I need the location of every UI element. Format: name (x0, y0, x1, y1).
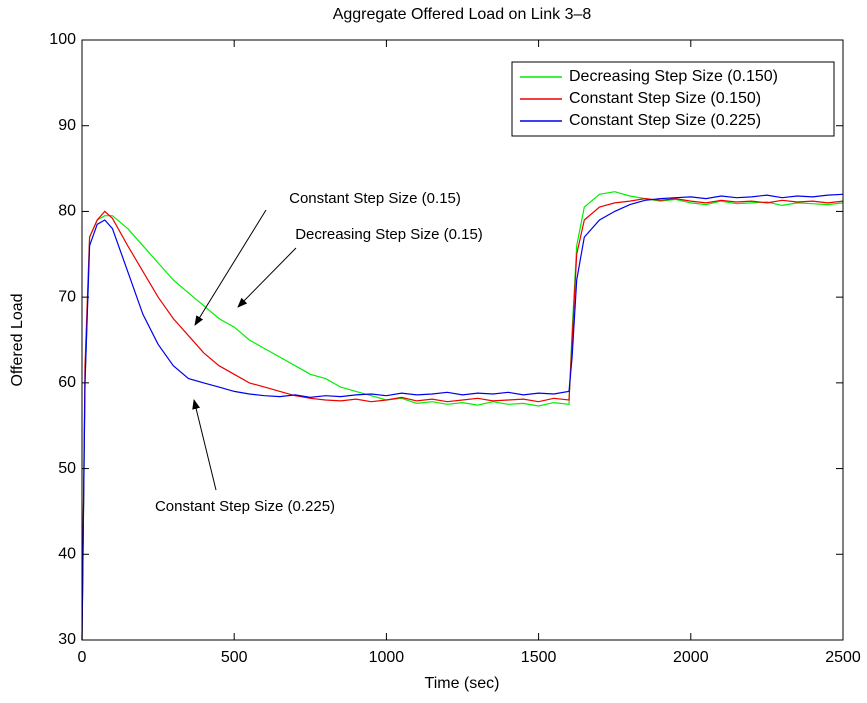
series-line (81, 197, 844, 641)
series-line (81, 191, 844, 641)
legend-label: Decreasing Step Size (0.150) (569, 68, 778, 85)
y-tick-label: 80 (58, 203, 76, 220)
x-tick-label: 2500 (825, 649, 861, 666)
y-tick-label: 40 (58, 546, 76, 563)
x-tick-label: 500 (221, 649, 248, 666)
y-tick-label: 30 (58, 631, 76, 648)
arrow (192, 399, 217, 491)
chart-title: Aggregate Offered Load on Link 3–8 (333, 6, 592, 23)
legend-box (511, 61, 835, 137)
x-tick-label: 0 (78, 649, 87, 666)
y-tick-label: 90 (58, 117, 76, 134)
plot-area (81, 191, 844, 641)
x-tick-label: 2000 (673, 649, 709, 666)
y-tick-label: 100 (49, 31, 76, 48)
y-tick-label: 60 (58, 374, 76, 391)
legend-label: Constant Step Size (0.150) (569, 90, 761, 107)
x-tick-label: 1000 (369, 649, 405, 666)
y-axis-label: Offered Load (9, 293, 26, 386)
series-line (81, 193, 844, 641)
x-axis-label: Time (sec) (425, 675, 500, 692)
x-tick-label: 1500 (521, 649, 557, 666)
arrow (194, 209, 267, 326)
y-tick-label: 50 (58, 460, 76, 477)
annotation: Constant Step Size (0.15) (289, 190, 461, 207)
y-tick-label: 70 (58, 288, 76, 305)
axes-box (81, 39, 844, 641)
annotation: Constant Step Size (0.225) (155, 498, 335, 515)
legend: Decreasing Step Size (0.150) Constant Ste… (511, 61, 835, 137)
arrow (237, 247, 297, 308)
annotation: Decreasing Step Size (0.15) (295, 226, 483, 243)
legend-label: Constant Step Size (0.225) (569, 112, 761, 129)
